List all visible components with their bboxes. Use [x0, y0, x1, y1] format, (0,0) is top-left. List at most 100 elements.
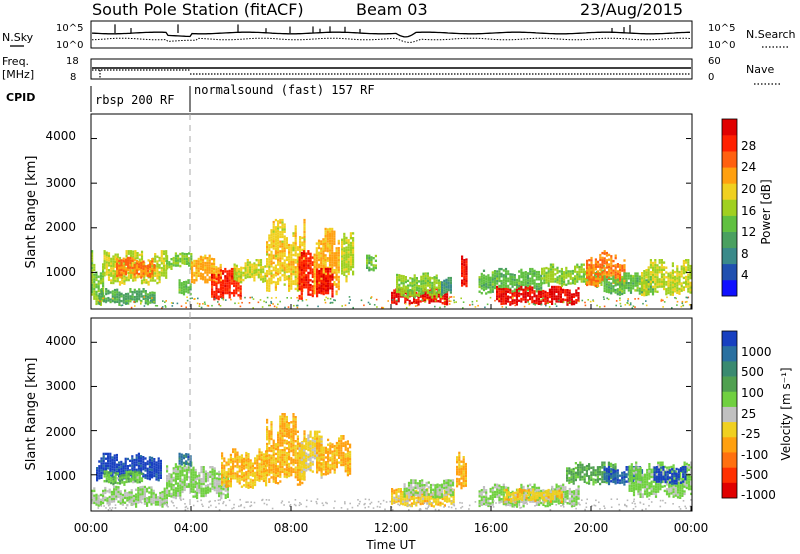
heatmap-cell [124, 273, 127, 276]
nsearch-tick-bottom: 10^0 [708, 40, 735, 51]
heatmap-cell [132, 471, 135, 474]
heatmap-cell [667, 272, 670, 275]
heatmap-cell [130, 501, 133, 504]
heatmap-cell [411, 277, 414, 281]
heatmap-cell [599, 265, 602, 269]
heatmap-cell [322, 252, 325, 255]
heatmap-cell [144, 457, 147, 460]
heatmap-cell [415, 291, 418, 295]
heatmap-cell [462, 307, 464, 309]
heatmap-cell [327, 282, 330, 285]
heatmap-cell [522, 276, 525, 279]
heatmap-cell [266, 270, 269, 273]
heatmap-cell [233, 289, 236, 292]
heatmap-cell [531, 270, 534, 273]
heatmap-cell [288, 253, 291, 256]
heatmap-cell [341, 248, 344, 251]
heatmap-cell [142, 260, 145, 263]
heatmap-cell [290, 256, 293, 259]
heatmap-cell [537, 300, 540, 303]
heatmap-cell [343, 271, 346, 274]
heatmap-cell [260, 475, 263, 478]
heatmap-cell [560, 267, 563, 271]
heatmap-cell [597, 263, 600, 266]
heatmap-cell [671, 279, 674, 282]
heatmap-cell [122, 301, 125, 304]
heatmap-cell [660, 285, 663, 288]
heatmap-cell [136, 273, 139, 276]
heatmap-cell [123, 263, 126, 266]
heatmap-cell [531, 277, 534, 280]
heatmap-cell [233, 268, 236, 271]
heatmap-cell [687, 280, 690, 283]
heatmap-cell [333, 254, 336, 257]
heatmap-cell [400, 274, 403, 278]
heatmap-cell [422, 291, 425, 295]
heatmap-cell [544, 295, 547, 298]
heatmap-cell [678, 287, 681, 291]
heatmap-cell [370, 256, 373, 259]
heatmap-cell [112, 255, 115, 258]
heatmap-cell [235, 274, 238, 277]
heatmap-cell [162, 252, 166, 256]
heatmap-cell [91, 257, 94, 260]
heatmap-cell [335, 268, 338, 272]
heatmap-cell [224, 487, 227, 490]
heatmap-cell [221, 469, 224, 472]
heatmap-cell [151, 272, 154, 275]
heatmap-cell [368, 269, 371, 272]
heatmap-cell [302, 252, 306, 255]
heatmap-cell [408, 302, 411, 305]
heatmap-cell [211, 273, 214, 277]
heatmap-cell [628, 304, 631, 306]
heatmap-cell [270, 461, 273, 465]
heatmap-cell [594, 284, 597, 288]
heatmap-cell [294, 266, 297, 269]
heatmap-cell [166, 482, 169, 485]
heatmap-cell [187, 281, 190, 284]
heatmap-cell [113, 293, 117, 297]
heatmap-cell [302, 276, 306, 279]
heatmap-cell [258, 450, 261, 454]
heatmap-cell [568, 296, 571, 300]
heatmap-cell [279, 449, 282, 452]
heatmap-cell [400, 291, 403, 294]
heatmap-cell [218, 494, 221, 498]
heatmap-cell [544, 302, 547, 306]
heatmap-cell [652, 285, 655, 289]
heatmap-cell [202, 278, 205, 281]
heatmap-cell [671, 271, 674, 275]
heatmap-cell [303, 235, 306, 239]
heatmap-cell [277, 263, 280, 266]
heatmap-cell [500, 284, 503, 288]
heatmap-cell [537, 278, 541, 281]
heatmap-cell [260, 451, 263, 454]
heatmap-cell [107, 257, 111, 260]
heatmap-cell [204, 254, 207, 257]
freq-label-line1: Freq. [2, 55, 29, 68]
heatmap-cell [557, 295, 560, 298]
heatmap-cell [674, 285, 677, 288]
heatmap-cell [140, 472, 144, 475]
heatmap-cell [160, 274, 163, 277]
heatmap-cell [498, 267, 501, 271]
heatmap-cell [619, 299, 621, 301]
heatmap-cell [461, 269, 464, 273]
heatmap-cell [105, 290, 108, 293]
heatmap-cell [601, 263, 604, 267]
heatmap-cell [654, 283, 657, 286]
heatmap-cell [279, 257, 282, 260]
heatmap-cell [147, 276, 150, 279]
heatmap-cell [159, 469, 162, 472]
heatmap-cell [191, 297, 193, 299]
heatmap-cell [118, 466, 121, 469]
heatmap-cell [531, 272, 534, 276]
heatmap-cell [345, 239, 348, 242]
heatmap-cell [140, 269, 143, 272]
heatmap-cell [116, 269, 119, 273]
heatmap-cell [91, 290, 94, 294]
heatmap-cell [563, 273, 566, 276]
heatmap-cell [277, 225, 280, 228]
heatmap-cell [137, 459, 140, 463]
heatmap-cell [95, 290, 98, 294]
